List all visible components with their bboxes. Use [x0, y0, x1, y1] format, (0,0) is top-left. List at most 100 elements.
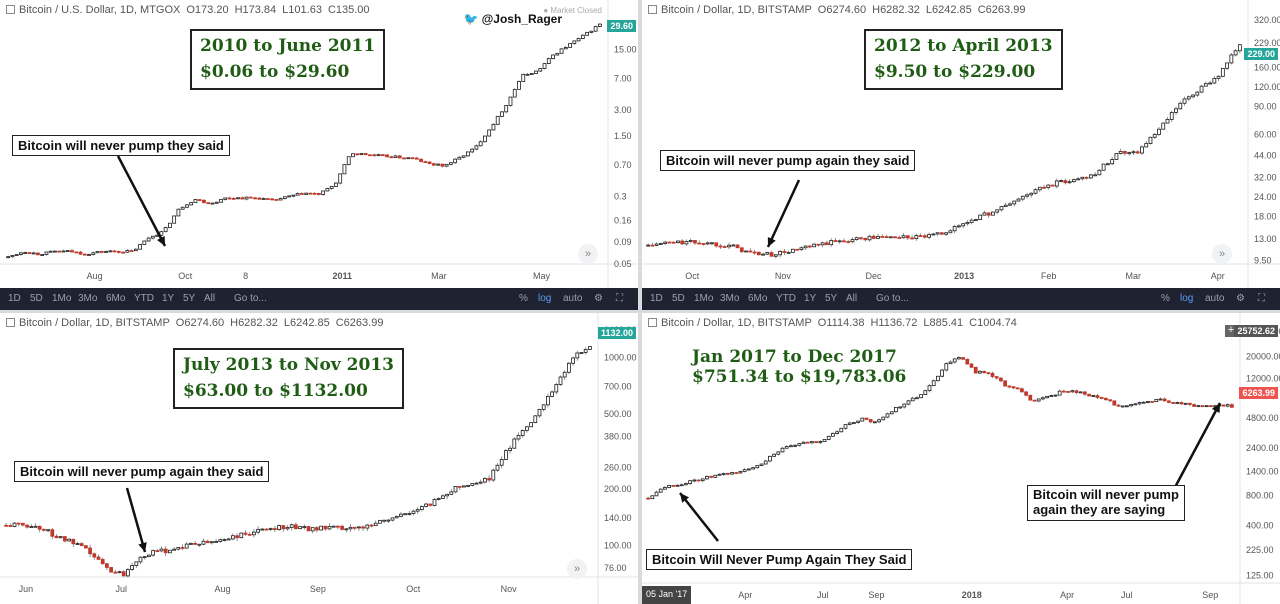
percent-toggle[interactable]: %	[519, 293, 528, 304]
range-all[interactable]: All	[204, 293, 216, 304]
range-1y[interactable]: 1Y	[804, 293, 817, 304]
collapse-icon[interactable]	[6, 318, 15, 327]
candle	[287, 195, 291, 198]
candle	[315, 526, 319, 533]
range-5y[interactable]: 5Y	[183, 293, 196, 304]
chart-panel-2013[interactable]: 76.00 100.00 140.00 200.00 260.00 380.00 500.0…	[0, 313, 638, 604]
fullscreen-icon[interactable]: ⛶	[1258, 293, 1265, 304]
symbol-title: Bitcoin / Dollar, 1D, BITSTAMP	[661, 317, 812, 329]
goto-button[interactable]: Go to...	[876, 293, 909, 304]
candle	[969, 363, 974, 369]
candle	[361, 525, 365, 532]
candle	[336, 525, 340, 530]
candle	[410, 157, 415, 160]
candle	[701, 243, 706, 246]
candle	[57, 250, 62, 253]
candle	[163, 546, 168, 556]
candle	[820, 241, 825, 248]
chart-panel-2012-2013[interactable]: 9.50 13.00 18.00 24.00 32.00 44.00 60.00 90.00 1…	[642, 0, 1280, 288]
candle	[1116, 404, 1121, 407]
candle	[1114, 153, 1119, 160]
range-3mo[interactable]: 3Mo	[78, 293, 98, 304]
fullscreen-icon[interactable]: ⛶	[616, 293, 623, 304]
scroll-to-latest-icon[interactable]: »	[567, 559, 587, 579]
range-1mo[interactable]: 1Mo	[52, 293, 72, 304]
candle	[842, 238, 846, 243]
settings-icon[interactable]: ⚙	[1236, 293, 1245, 304]
auto-toggle[interactable]: auto	[563, 293, 583, 304]
range-ytd[interactable]: YTD	[776, 293, 796, 304]
candle	[1037, 186, 1042, 193]
candle	[189, 542, 193, 545]
log-toggle[interactable]: log	[538, 293, 552, 304]
candle	[1225, 62, 1229, 70]
candle	[575, 350, 580, 361]
goto-button[interactable]: Go to...	[234, 293, 267, 304]
candle	[1036, 398, 1041, 403]
chart-panel-2010-2011[interactable]: 0.050.090.160.30.701.503.007.0015.0030.0…	[0, 0, 638, 288]
range-ytd[interactable]: YTD	[134, 293, 154, 304]
candle	[562, 370, 567, 381]
range-5d[interactable]: 5D	[672, 293, 685, 304]
candle	[327, 523, 332, 531]
percent-toggle[interactable]: %	[1161, 293, 1170, 304]
range-1d[interactable]: 1D	[650, 293, 663, 304]
y-tick-label: 229.00	[1254, 38, 1280, 48]
candle	[282, 196, 287, 200]
settings-icon[interactable]: ⚙	[594, 293, 603, 304]
candle	[1071, 178, 1076, 183]
range-1y[interactable]: 1Y	[162, 293, 175, 304]
candle	[226, 537, 231, 541]
candle	[206, 202, 211, 205]
candle	[646, 243, 651, 247]
candle	[448, 162, 453, 166]
low-value: L885.41	[923, 317, 964, 329]
candle	[1183, 402, 1188, 406]
range-5y[interactable]: 5Y	[825, 293, 838, 304]
candle	[1020, 387, 1024, 393]
candle	[265, 198, 270, 200]
range-6mo[interactable]: 6Mo	[748, 293, 768, 304]
candle	[142, 555, 147, 560]
candle	[1162, 397, 1167, 402]
candle	[197, 543, 202, 548]
candle	[109, 567, 113, 573]
range-6mo[interactable]: 6Mo	[106, 293, 126, 304]
range-1d[interactable]: 1D	[8, 293, 21, 304]
range-5d[interactable]: 5D	[30, 293, 43, 304]
market-status-text: Market Closed	[550, 6, 602, 15]
chart-panel-2017[interactable]: 125.00 225.00 400.00 800.00 1400.00 2400.00 48…	[642, 313, 1280, 604]
add-level-icon[interactable]: +	[1225, 325, 1237, 337]
candle	[1046, 184, 1051, 190]
candle	[357, 526, 361, 531]
auto-toggle[interactable]: auto	[1205, 293, 1225, 304]
candle	[65, 250, 70, 252]
scroll-to-latest-icon[interactable]: »	[578, 244, 598, 264]
candle	[219, 198, 223, 203]
candle	[768, 455, 772, 463]
candle	[1053, 394, 1058, 397]
candle	[168, 222, 172, 228]
candle	[257, 197, 262, 200]
candle	[718, 244, 723, 249]
open-value: O6274.60	[817, 4, 867, 16]
log-toggle[interactable]: log	[1180, 293, 1194, 304]
range-3mo[interactable]: 3Mo	[720, 293, 740, 304]
range-1mo[interactable]: 1Mo	[694, 293, 714, 304]
range-all[interactable]: All	[846, 293, 858, 304]
candle	[726, 472, 730, 476]
collapse-icon[interactable]	[6, 5, 15, 14]
candle	[78, 250, 83, 256]
candle	[676, 240, 680, 244]
candle	[214, 538, 218, 543]
candle	[214, 201, 219, 204]
y-tick-label: 0.05	[614, 259, 632, 269]
candle	[888, 236, 893, 239]
open-value: O1114.38	[817, 317, 865, 329]
candle	[355, 153, 360, 156]
candle	[780, 446, 785, 453]
collapse-icon[interactable]	[648, 5, 657, 14]
collapse-icon[interactable]	[648, 318, 657, 327]
scroll-to-latest-icon[interactable]: »	[1212, 244, 1232, 264]
candle	[1003, 380, 1007, 387]
